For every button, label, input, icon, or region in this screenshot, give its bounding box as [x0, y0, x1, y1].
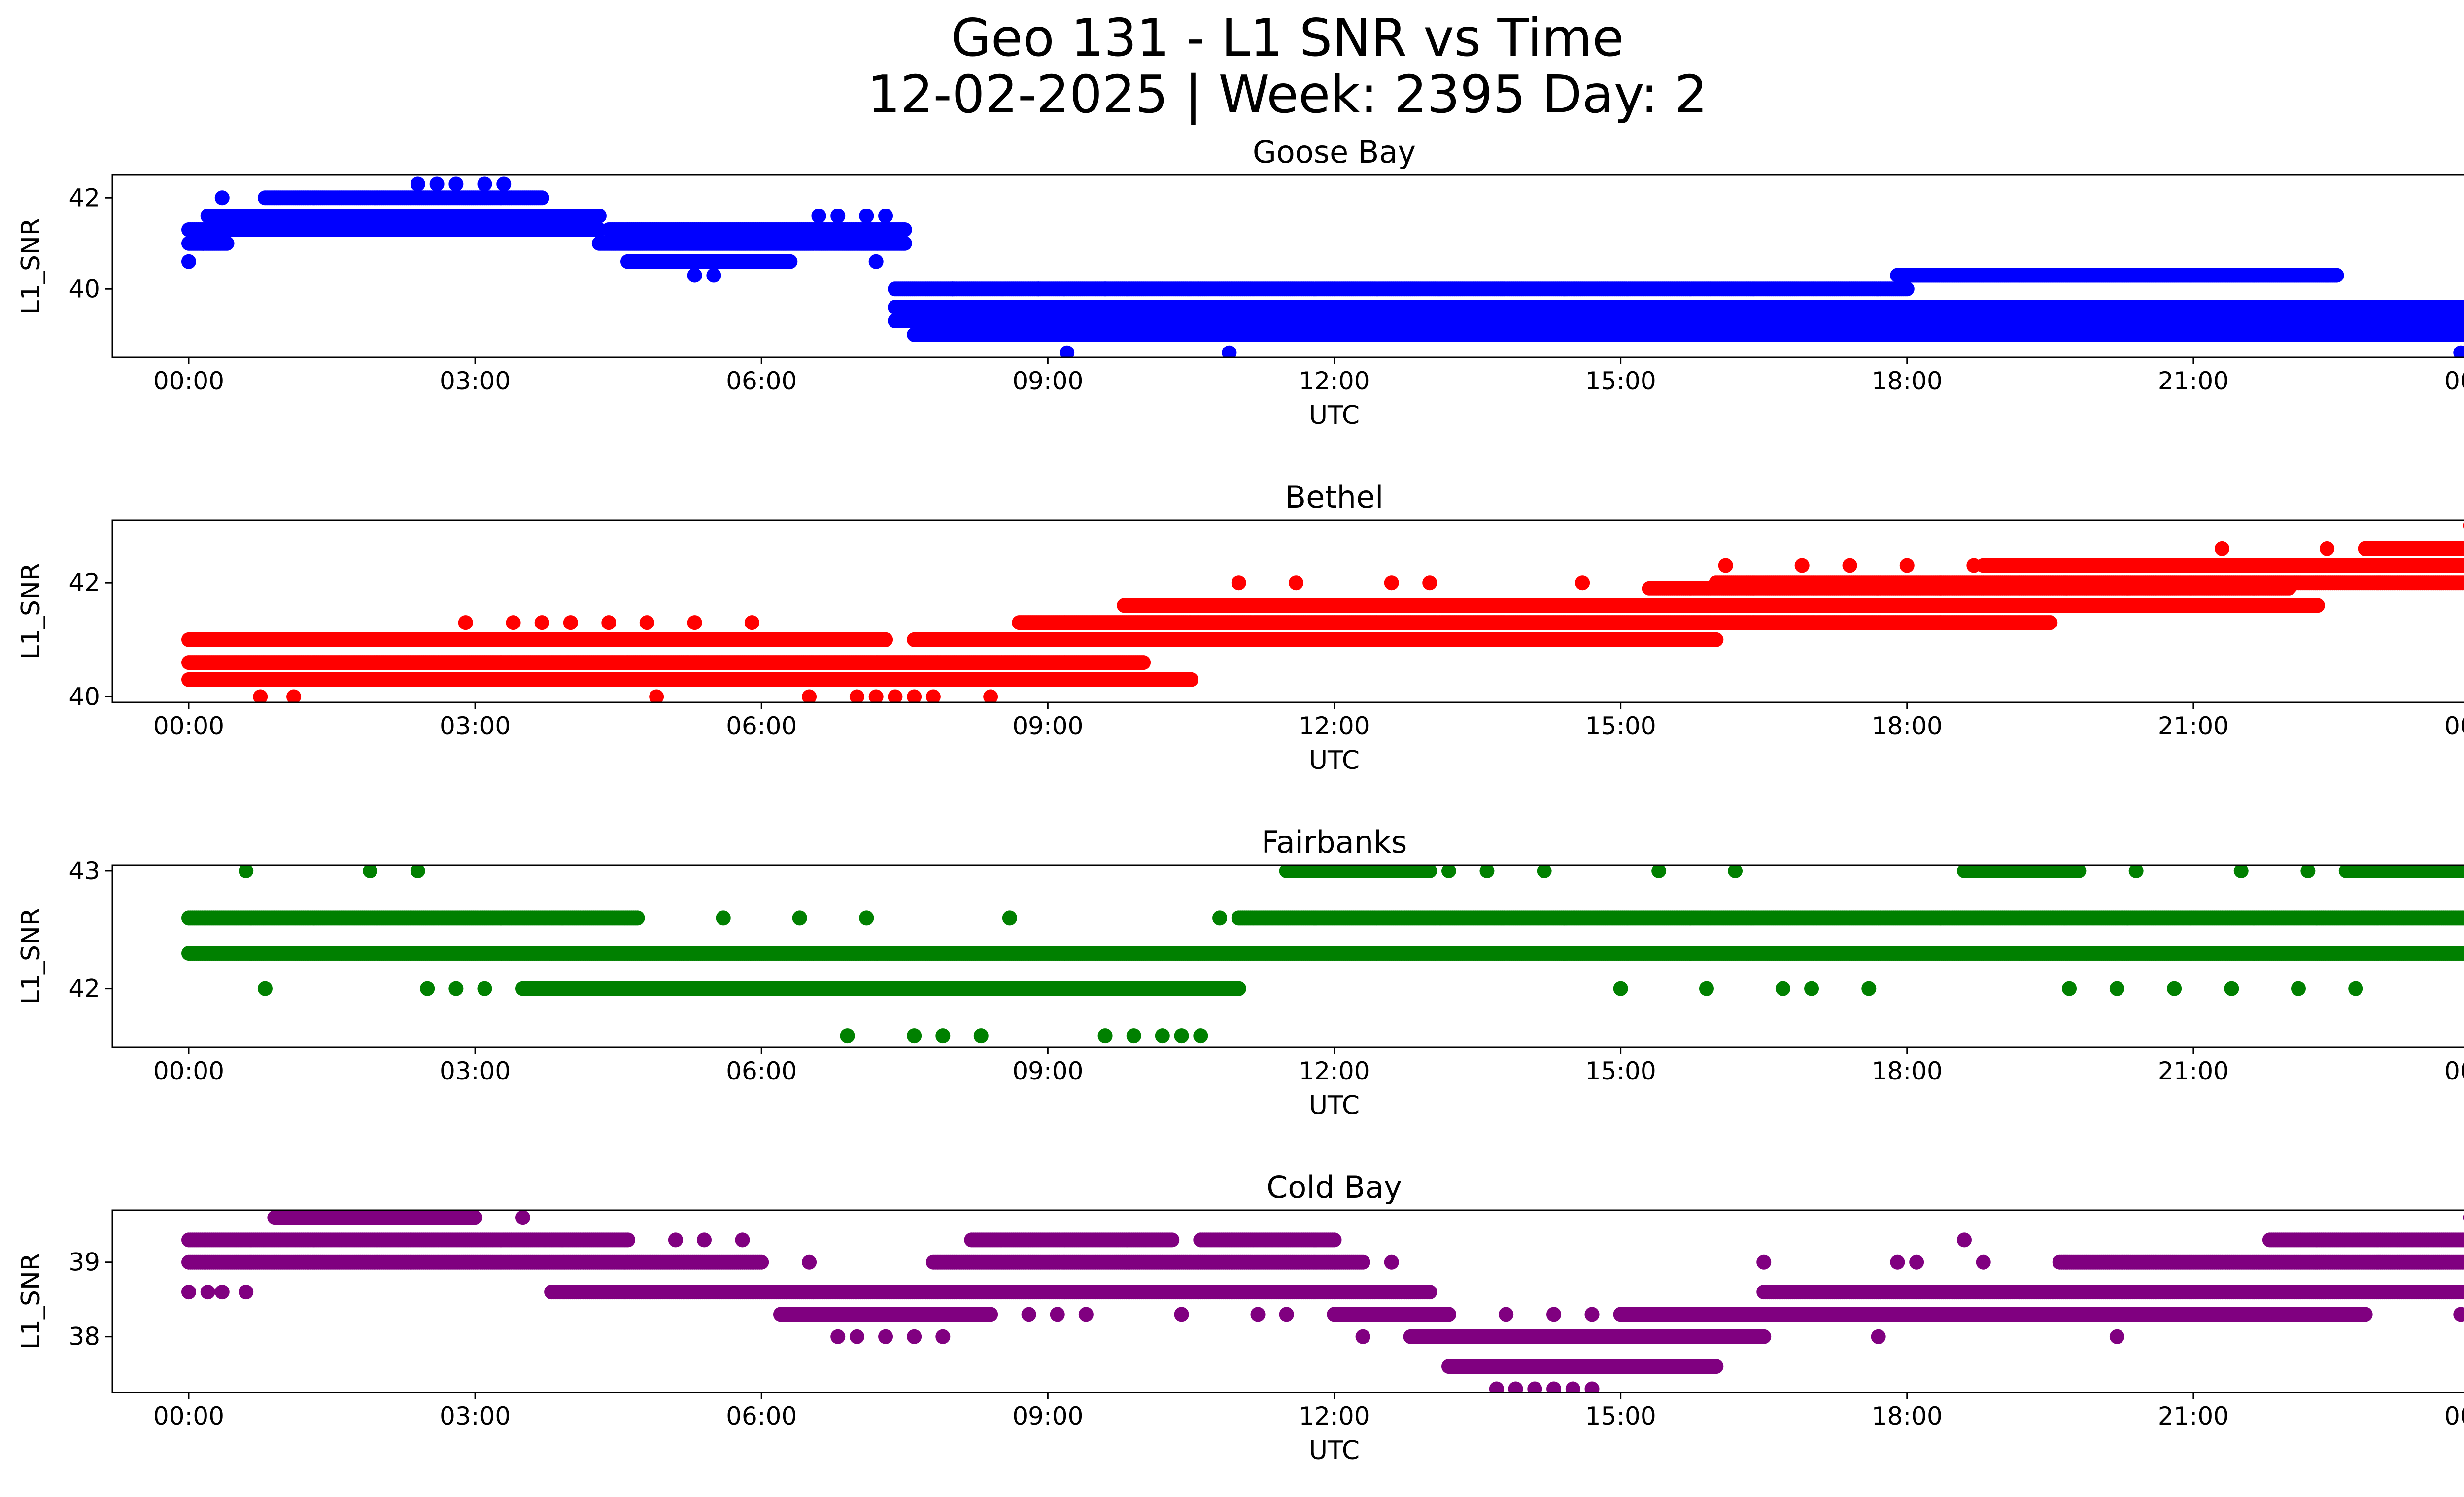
x-tick-label: 03:00: [440, 367, 511, 395]
data-point: [1184, 672, 1198, 687]
data-point: [448, 177, 463, 192]
y-axis-label: L1_SNR: [16, 218, 46, 314]
data-series: [181, 519, 2464, 704]
point-row: [888, 313, 2464, 328]
data-point: [1098, 281, 1113, 296]
point-row: [201, 209, 607, 223]
data-point: [430, 177, 445, 192]
data-point: [2110, 313, 2124, 328]
point-row: [907, 327, 2464, 342]
y-tick-label: 40: [68, 275, 100, 303]
y-tick-label: 42: [68, 183, 100, 212]
data-point: [535, 190, 549, 205]
data-point: [897, 222, 912, 237]
data-point: [196, 236, 210, 251]
x-tick-label: 12:00: [1299, 367, 1369, 395]
data-point: [592, 209, 607, 223]
point-row: [1890, 268, 2344, 283]
point-row: [620, 254, 797, 269]
x-tick-label: 09:00: [1012, 367, 1083, 395]
data-point: [706, 268, 721, 283]
data-point: [215, 190, 230, 205]
data-point: [2320, 268, 2334, 283]
x-tick-label: 00:00: [153, 367, 224, 395]
x-tick-label: 21:00: [2158, 367, 2229, 395]
data-point: [1900, 281, 1915, 296]
x-axis-label: UTC: [1309, 401, 1360, 430]
panel-title: Bethel: [1285, 479, 1384, 515]
x-tick-label: 06:00: [726, 367, 797, 395]
data-point: [869, 254, 884, 269]
x-tick-label: 15:00: [1585, 367, 1656, 395]
x-tick-label: 00:00: [2444, 367, 2464, 395]
data-point: [496, 177, 511, 192]
point-row: [258, 190, 549, 205]
data-point: [859, 209, 874, 223]
data-point: [477, 177, 492, 192]
data-point: [811, 209, 826, 223]
figure-subtitle: 12-02-2025 | Week: 2395 Day: 2: [0, 69, 2464, 121]
data-series: [181, 177, 2464, 360]
point-row: [181, 672, 1198, 687]
figure-title: Geo 131 - L1 SNR vs Time: [0, 12, 2464, 64]
data-point: [220, 236, 235, 251]
data-point: [783, 254, 797, 269]
data-point: [945, 281, 960, 296]
data-point: [830, 209, 845, 223]
data-point: [897, 236, 912, 251]
panel-title: Goose Bay: [1253, 134, 1416, 170]
data-point: [878, 209, 893, 223]
data-point: [411, 177, 425, 192]
point-row: [592, 236, 912, 251]
data-point: [687, 268, 702, 283]
point-row: [181, 655, 1151, 670]
x-tick-label: 18:00: [1872, 367, 1943, 395]
point-row: [181, 222, 607, 237]
panel-0: Goose Bay 00:00 03:00 06:00 09:00 12:00 15:00 1…: [16, 134, 2464, 430]
data-point: [181, 254, 196, 269]
point-row: [888, 300, 2464, 314]
data-point: [1031, 281, 1046, 296]
point-row: [601, 222, 912, 237]
